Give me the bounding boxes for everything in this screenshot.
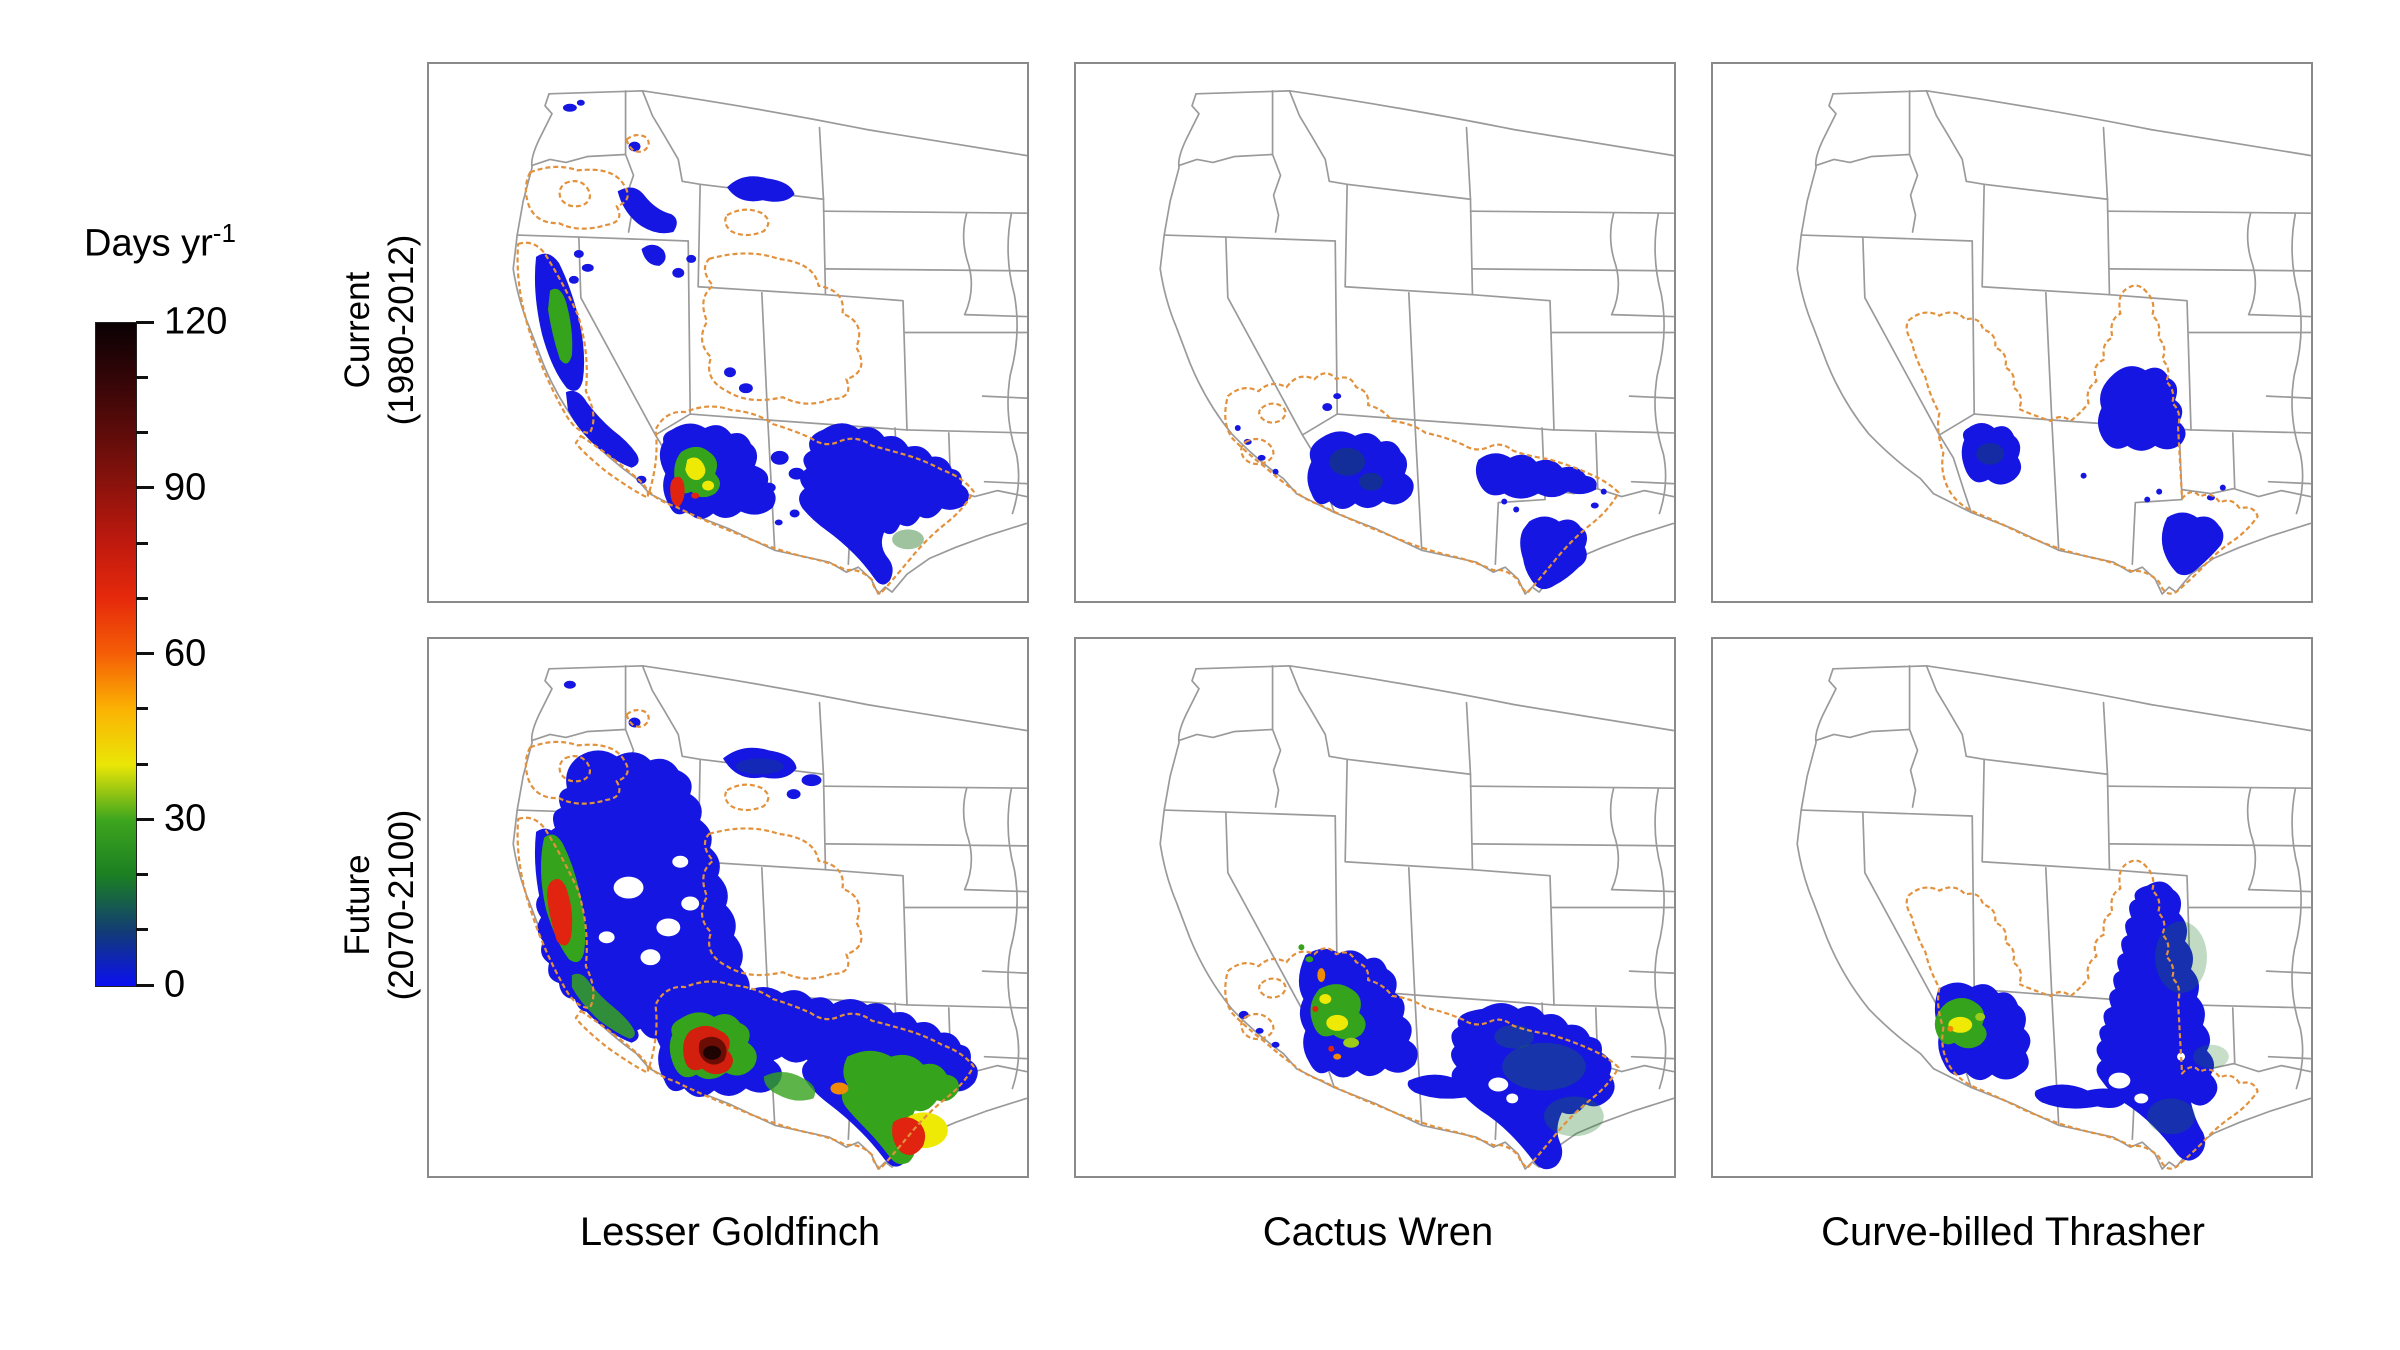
abundance-heatmap [534, 99, 969, 585]
colorbar-minor-tick [136, 596, 148, 600]
abundance-heatmap [1961, 366, 2226, 576]
heatmap-gaps [598, 855, 700, 966]
heatmap-gaps [2108, 1052, 2186, 1104]
col-label-lesser-goldfinch: Lesser Goldfinch [579, 1210, 881, 1254]
colorbar-tick-label: 120 [164, 300, 228, 343]
colorbar-title-exponent: -1 [212, 218, 236, 248]
colorbar-minor-tick [136, 375, 148, 379]
colorbar-tick-label: 0 [164, 963, 186, 1006]
colorbar-minor-tick [136, 873, 148, 876]
map-panel-lesser-goldfinch-future [427, 637, 1029, 1178]
colorbar-minor-tick [136, 928, 148, 932]
colorbar-minor-tick [136, 707, 148, 711]
row-label-current-period: (1980-2012) [382, 234, 421, 426]
abundance-hotspots [548, 288, 924, 550]
map-panel-cactus-wren-future [1074, 637, 1676, 1178]
colorbar-gradient [95, 322, 137, 987]
state-borders [1796, 90, 2311, 595]
colorbar-minor-tick [136, 541, 148, 545]
map-panel-curve-billed-thrasher-future [1711, 637, 2313, 1178]
colorbar-major-tick [136, 983, 154, 987]
colorbar-major-tick [136, 320, 154, 324]
colorbar-major-tick [136, 486, 154, 490]
abundance-hotspots [1298, 944, 1604, 1137]
row-label-future-name: Future [338, 854, 377, 956]
colorbar-ticks: 120 90 60 30 0 [136, 301, 256, 1006]
state-borders [1159, 90, 1674, 595]
colorbar-tick-label: 60 [164, 632, 207, 674]
abundance-hotspots [540, 758, 959, 1165]
colorbar-minor-tick [136, 762, 148, 766]
colorbar-title: Days yr-1 [84, 218, 236, 265]
abundance-heatmap [1234, 393, 1607, 590]
row-label-current-name: Current [338, 271, 377, 389]
col-label-curve-billed-thrasher: Curve-billed Thrasher [1821, 1210, 2205, 1254]
abundance-hotspots [1329, 447, 1383, 491]
colorbar-tick-label: 90 [164, 466, 207, 509]
state-borders [512, 90, 1027, 595]
colorbar-tick-label: 30 [164, 797, 207, 840]
colorbar-major-tick [136, 817, 154, 821]
colorbar-minor-tick [136, 431, 148, 434]
abundance-hotspots [1934, 921, 2229, 1135]
map-panel-lesser-goldfinch-current [427, 62, 1029, 603]
row-label-future: Future (2070-2100) [336, 810, 424, 1001]
row-label-future-period: (2070-2100) [382, 809, 421, 1001]
map-panel-curve-billed-thrasher-current [1711, 62, 2313, 603]
row-label-current: Current (1980-2012) [336, 235, 424, 426]
heatmap-gaps [1488, 1077, 1519, 1104]
col-label-cactus-wren: Cactus Wren [1262, 1210, 1494, 1254]
map-panel-cactus-wren-current [1074, 62, 1676, 603]
abundance-hotspots [1976, 442, 2005, 465]
colorbar-major-tick [136, 652, 154, 655]
